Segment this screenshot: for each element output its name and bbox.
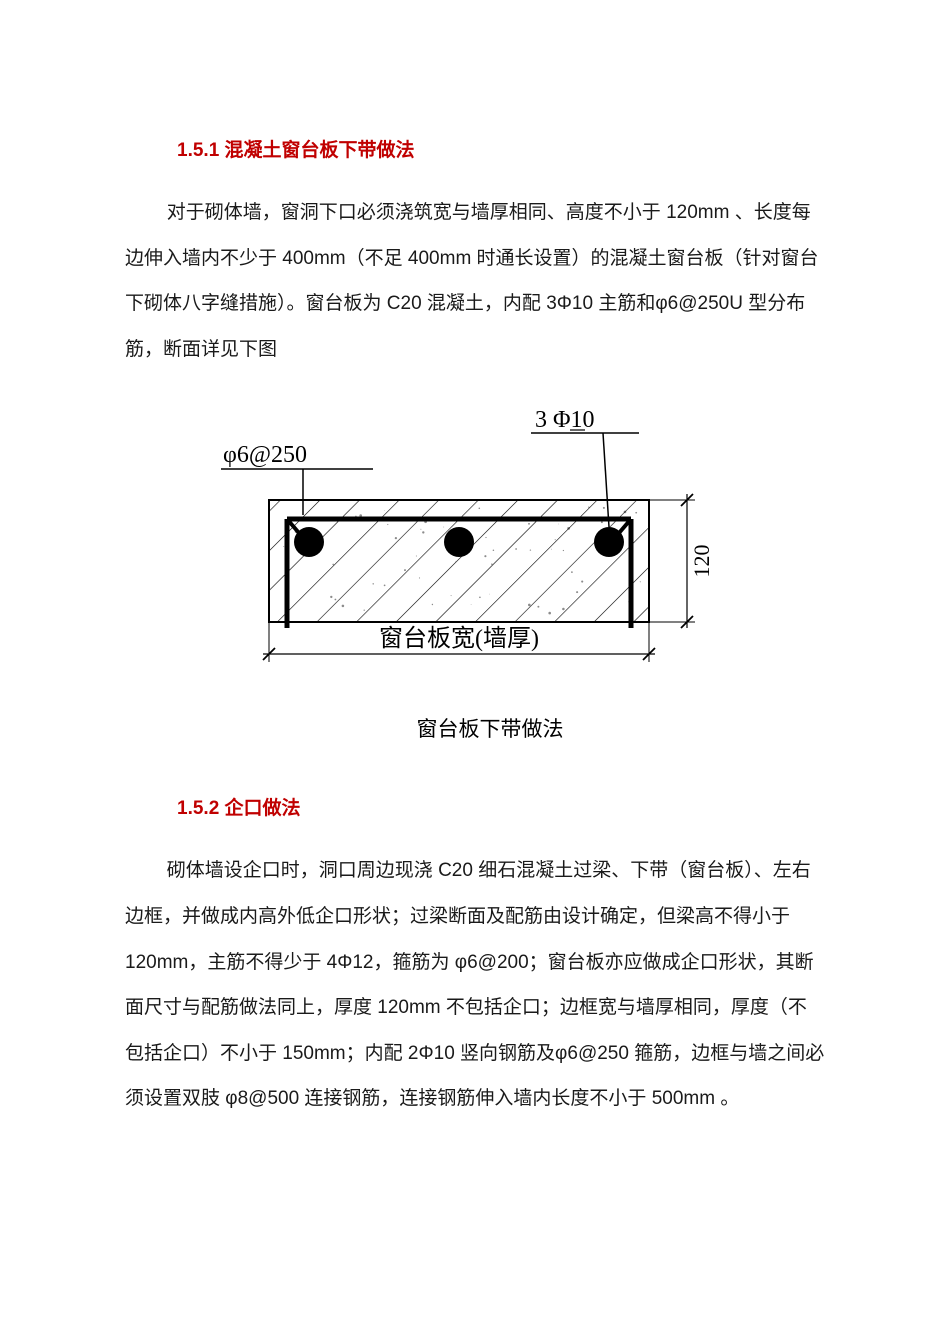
cross-section-diagram: φ6@250 3 Φ10 120 窗台板宽(墙厚) <box>185 397 765 672</box>
section-2-heading: 1.5.2 企口做法 <box>177 793 825 820</box>
section-2-paragraph: 砌体墙设企口时，洞口周边现浇 C20 细石混凝土过梁、下带（窗台板）、左右边框，… <box>125 848 825 1122</box>
svg-text:φ6@250: φ6@250 <box>223 442 307 468</box>
svg-text:窗台板宽(墙厚): 窗台板宽(墙厚) <box>379 625 539 652</box>
section-1-heading: 1.5.1 混凝土窗台板下带做法 <box>177 135 825 162</box>
svg-text:3 Φ10: 3 Φ10 <box>535 407 595 433</box>
section-1-paragraph: 对于砌体墙，窗洞下口必须浇筑宽与墙厚相同、高度不小于 120mm 、长度每边伸入… <box>125 190 825 372</box>
figure-container: φ6@250 3 Φ10 120 窗台板宽(墙厚) 窗台板下带做法 <box>125 397 825 743</box>
svg-text:120: 120 <box>689 545 714 578</box>
figure-caption: 窗台板下带做法 <box>155 713 825 743</box>
